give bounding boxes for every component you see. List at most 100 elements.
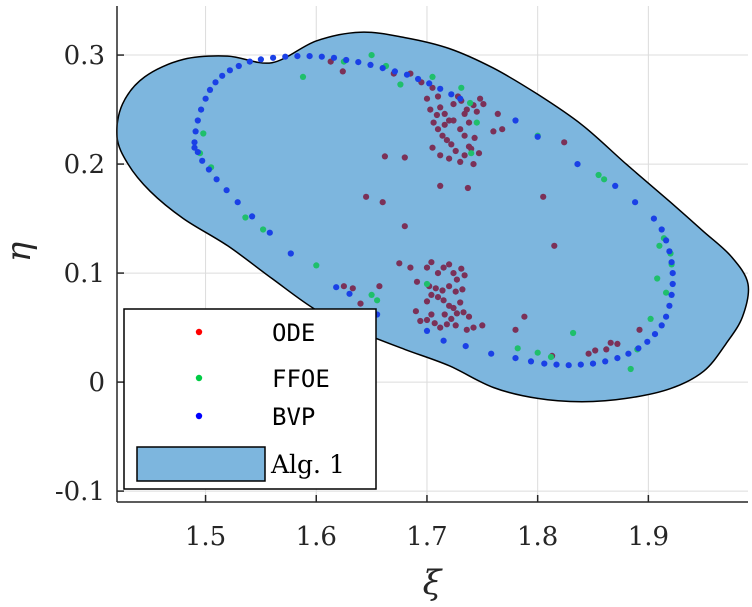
ffoe-point-16 [534,349,541,356]
bvp-point-64 [333,284,340,291]
ode-point-78 [448,315,455,322]
ffoe-point-25 [656,242,663,249]
alg1-region [116,31,750,403]
ode-point-84 [437,324,444,331]
ode-point-66 [439,287,446,294]
ffoe-point-11 [397,81,404,88]
ode-point-73 [457,299,464,306]
ffoe-point-30 [368,52,375,59]
ode-point-63 [461,272,468,279]
bvp-point-47 [635,345,642,352]
ode-point-80 [460,309,467,316]
bvp-point-11 [257,56,264,63]
bvp-point-63 [346,290,353,297]
ffoe-point-5 [299,73,307,80]
x-axis-label: ξ [423,563,444,603]
ode-point-26 [457,126,464,133]
bvp-point-13 [282,53,289,60]
bvp-point-25 [426,80,433,87]
ode-point-81 [465,313,473,320]
bvp-point-54 [553,361,560,368]
bvp-point-74 [191,144,198,151]
ode-point-93 [412,308,419,315]
ode-point-67 [446,283,453,290]
bvp-point-59 [462,343,469,350]
ffoe-point-31 [429,73,436,80]
ode-point-9 [441,110,448,117]
ode-point-5 [423,95,431,102]
ode-point-24 [448,141,455,148]
ffoe-point-20 [601,176,608,183]
y-tick-label-0: -0.1 [55,477,105,507]
bvp-point-40 [669,280,676,288]
ode-point-87 [463,326,470,333]
x-tick-label-4: 1.9 [628,522,669,552]
ode-point-35 [441,121,448,128]
ode-point-106 [585,350,592,357]
bvp-point-42 [666,302,673,309]
series-points [191,52,676,373]
ode-point-55 [423,264,431,271]
ffoe-point-12 [423,280,431,288]
ode-point-62 [458,265,465,272]
ode-point-69 [459,286,466,293]
bvp-point-39 [669,270,676,277]
legend: ODE FFOE BVP Alg. 1 [123,308,377,490]
ode-point-100 [540,193,547,200]
bvp-point-68 [234,199,241,206]
ode-point-23 [443,137,450,144]
ode-point-41 [475,150,483,157]
ode-point-51 [381,153,388,160]
ode-point-79 [453,310,460,317]
bvp-point-35 [658,226,665,233]
ode-point-76 [434,294,442,301]
ode-point-43 [494,110,501,117]
bvp-point-31 [574,161,581,168]
x-tick-label-2: 1.7 [406,522,447,552]
bvp-point-29 [512,117,519,124]
ode-point-86 [452,322,459,329]
ode-point-20 [430,119,437,126]
ode-point-45 [470,161,477,168]
legend-marker-ode [195,328,203,336]
ode-point-90 [423,316,431,324]
ode-point-82 [428,311,435,318]
bvp-point-71 [205,166,212,173]
bvp-point-5 [206,86,214,93]
ode-point-37 [433,111,440,119]
bvp-point-26 [437,85,444,92]
ode-point-54 [407,264,414,271]
ode-point-107 [614,340,621,347]
bvp-point-65 [287,250,294,257]
ode-point-105 [607,339,614,346]
ode-point-88 [470,324,477,331]
ode-point-92 [413,278,421,285]
ode-point-61 [453,276,460,283]
bvp-point-27 [448,91,455,98]
legend-patch-alg1 [136,446,266,482]
bvp-point-60 [440,337,447,344]
bvp-point-15 [306,53,313,60]
ode-point-94 [357,300,364,307]
bvp-point-66 [266,229,273,236]
ode-point-10 [446,117,453,124]
ode-point-83 [431,320,438,327]
ode-point-60 [450,270,457,277]
bvp-point-17 [330,54,338,61]
ode-point-15 [465,119,473,126]
bvp-point-73 [194,149,201,156]
ode-point-99 [521,313,528,320]
bvp-point-33 [632,199,639,206]
bvp-point-32 [612,182,619,189]
bvp-point-4 [202,95,209,102]
ode-point-57 [434,270,442,277]
bvp-point-28 [457,95,464,102]
ffoe-point-6 [313,262,320,269]
ode-point-18 [477,95,484,102]
ffoe-point-32 [458,84,465,91]
ode-point-34 [468,145,475,152]
bvp-point-46 [644,338,651,345]
ffoe-point-15 [514,345,521,352]
ode-point-70 [440,297,447,304]
bvp-point-72 [199,157,206,164]
